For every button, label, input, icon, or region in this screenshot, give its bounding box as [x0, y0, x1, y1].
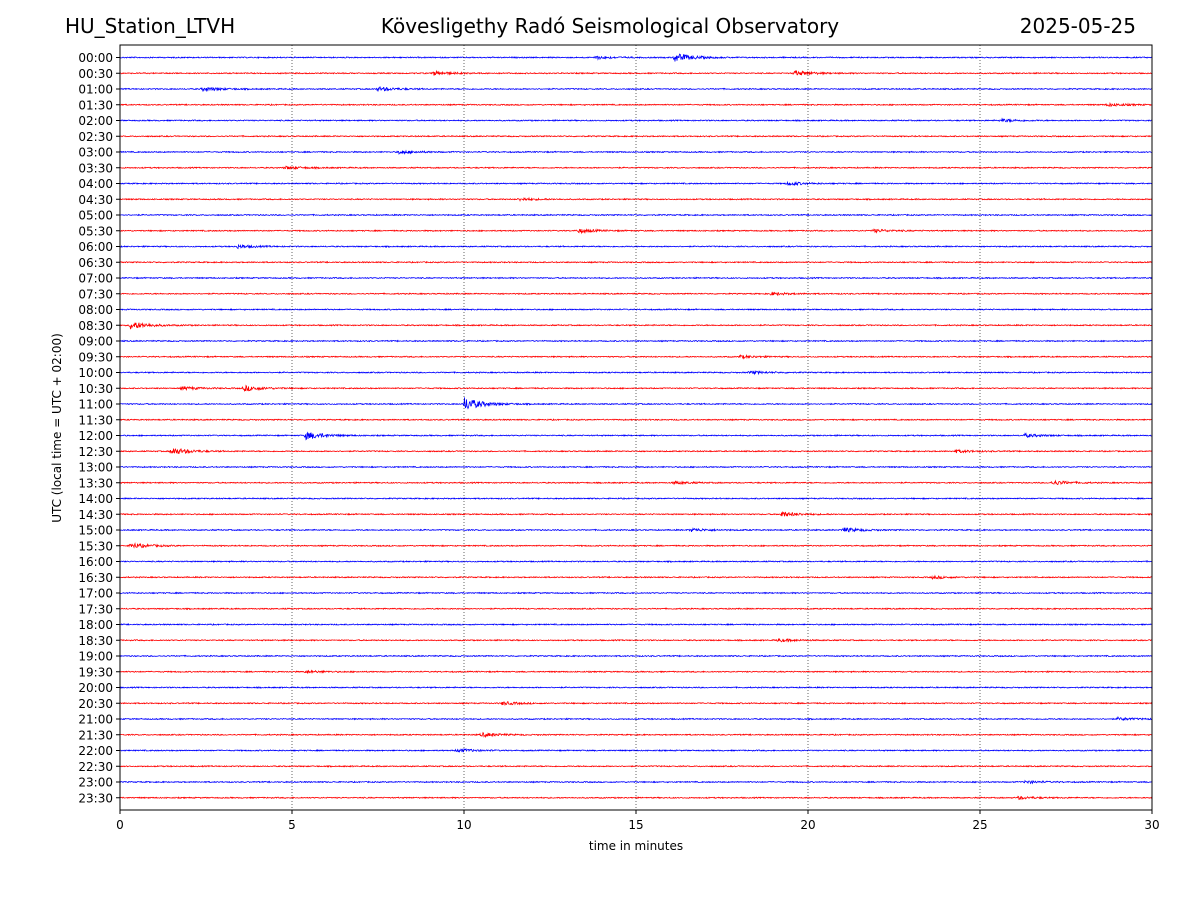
y-tick-label: 04:00	[78, 177, 113, 191]
trace-row-1300	[119, 465, 1153, 469]
x-tick-label: 15	[628, 818, 643, 832]
y-tick-label: 09:30	[78, 350, 113, 364]
y-tick-label: 08:30	[78, 319, 113, 333]
y-tick-label: 00:00	[78, 51, 113, 65]
y-tick-label: 23:00	[78, 776, 113, 790]
trace-row-0900	[119, 339, 1153, 343]
x-tick-label: 30	[1144, 818, 1159, 832]
x-tick-label: 10	[456, 818, 471, 832]
y-tick-label: 11:00	[78, 398, 113, 412]
trace-row-1530	[119, 542, 1153, 549]
trace-row-1700	[119, 591, 1153, 595]
x-axis: 0 5 10 15 20 25 30	[116, 810, 1160, 832]
trace-row-2130	[119, 731, 1153, 739]
trace-row-1500	[119, 527, 1153, 533]
y-tick-label: 13:00	[78, 461, 113, 475]
y-tick-label: 21:30	[78, 728, 113, 742]
trace-row-0030	[119, 69, 1153, 76]
x-tick-label: 5	[288, 818, 296, 832]
y-tick-label: 04:30	[78, 193, 113, 207]
y-tick-label: 02:00	[78, 114, 113, 128]
y-tick-label: 15:00	[78, 524, 113, 538]
y-tick-label: 09:00	[78, 335, 113, 349]
y-tick-label: 10:00	[78, 366, 113, 380]
x-tick-label: 20	[800, 818, 815, 832]
trace-row-0500	[119, 213, 1153, 217]
y-tick-label: 10:30	[78, 382, 113, 396]
y-tick-label: 14:30	[78, 508, 113, 522]
y-tick-label: 03:00	[78, 146, 113, 160]
y-tick-label: 17:30	[78, 602, 113, 616]
y-tick-label: 13:30	[78, 476, 113, 490]
y-tick-label: 19:30	[78, 665, 113, 679]
y-tick-label: 14:00	[78, 492, 113, 506]
trace-row-0330	[119, 165, 1153, 170]
y-tick-label: 08:00	[78, 303, 113, 317]
y-tick-label: 16:30	[78, 571, 113, 585]
trace-row-0700	[119, 276, 1153, 280]
y-tick-label: 22:30	[78, 760, 113, 774]
trace-row-0530	[119, 228, 1152, 235]
y-tick-label: 03:30	[78, 161, 113, 175]
y-tick-label: 05:00	[78, 209, 113, 223]
y-tick-label: 01:30	[78, 98, 113, 112]
y-tick-label: 07:00	[78, 272, 113, 286]
y-tick-label: 00:30	[78, 67, 113, 81]
trace-row-1930	[119, 669, 1153, 674]
y-tick-label: 15:30	[78, 539, 113, 553]
y-tick-label: 05:30	[78, 224, 113, 238]
x-tick-label: 0	[116, 818, 124, 832]
grid-layer	[291, 45, 981, 810]
y-tick-label: 20:00	[78, 681, 113, 695]
trace-row-0100	[119, 86, 1153, 93]
y-tick-label: 21:00	[78, 713, 113, 727]
trace-row-2300	[119, 779, 1153, 785]
trace-row-1430	[119, 510, 1153, 517]
y-tick-label: 02:30	[78, 130, 113, 144]
y-tick-label: 12:30	[78, 445, 113, 459]
y-tick-label: 19:00	[78, 650, 113, 664]
y-axis-label: UTC (local time = UTC + 02:00)	[50, 333, 64, 523]
y-tick-label: 18:00	[78, 618, 113, 632]
y-tick-label: 20:30	[78, 697, 113, 711]
trace-row-0300	[119, 149, 1153, 155]
y-tick-label: 11:30	[78, 413, 113, 427]
y-tick-label: 18:30	[78, 634, 113, 648]
chart-title: Kövesligethy Radó Seismological Observat…	[380, 14, 840, 38]
trace-row-0830	[119, 322, 1153, 330]
y-tick-label: 16:00	[78, 555, 113, 569]
y-tick-label: 23:30	[78, 791, 113, 805]
y-tick-label: 12:00	[78, 429, 113, 443]
station-name: HU_Station_LTVH	[65, 14, 236, 38]
trace-row-1130	[119, 418, 1153, 422]
x-tick-label: 25	[972, 818, 987, 832]
y-tick-label: 06:30	[78, 256, 113, 270]
trace-row-1900	[119, 654, 1153, 658]
chart-date: 2025-05-25	[1019, 14, 1136, 38]
trace-row-1330	[119, 479, 1153, 486]
x-axis-label: time in minutes	[589, 839, 683, 853]
trace-row-1730	[119, 607, 1153, 611]
trace-row-1100	[119, 397, 1153, 410]
y-tick-label: 22:00	[78, 744, 113, 758]
y-tick-label: 06:00	[78, 240, 113, 254]
trace-row-2100	[119, 716, 1153, 722]
y-tick-label: 17:00	[78, 587, 113, 601]
y-tick-label: 07:30	[78, 287, 113, 301]
y-tick-label: 01:00	[78, 83, 113, 97]
